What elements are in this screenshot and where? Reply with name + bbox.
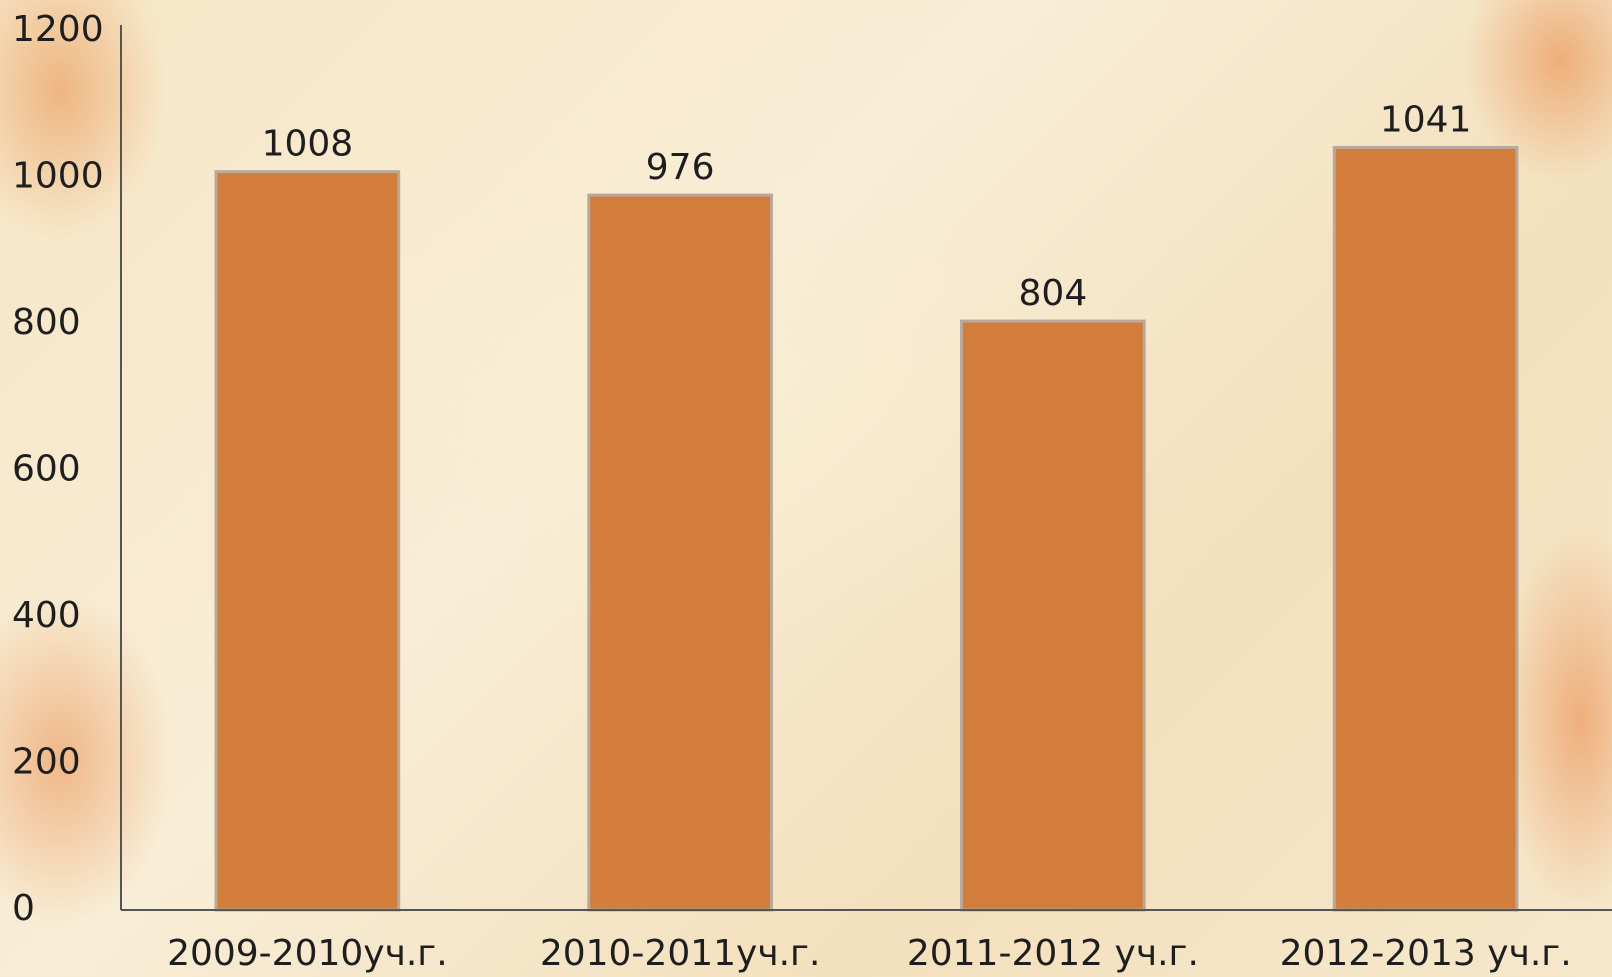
value-label: 804 [1019,273,1088,314]
x-tick-label: 2011-2012 уч.г. [907,933,1199,974]
y-tick-label: 600 [12,449,81,490]
y-tick-label: 200 [12,742,81,783]
y-tick-label: 1000 [12,156,104,197]
chart: 0 200 400 600 800 1000 1200 2009-2010уч.г. 1008 2… [0,0,1612,977]
y-tick-label: 1200 [12,9,104,50]
bar [1334,147,1517,910]
bar [216,172,399,910]
y-tick-label: 400 [12,595,81,636]
value-label: 1008 [262,124,354,165]
value-label: 1041 [1380,99,1472,140]
value-label: 976 [646,147,715,188]
x-tick-label: 2009-2010уч.г. [167,933,448,974]
bar [962,321,1145,910]
x-tick-label: 2010-2011уч.г. [540,933,821,974]
y-tick-label: 800 [12,302,81,343]
y-tick-label: 0 [12,888,35,929]
x-tick-label: 2012-2013 уч.г. [1280,933,1572,974]
bar [589,195,772,910]
